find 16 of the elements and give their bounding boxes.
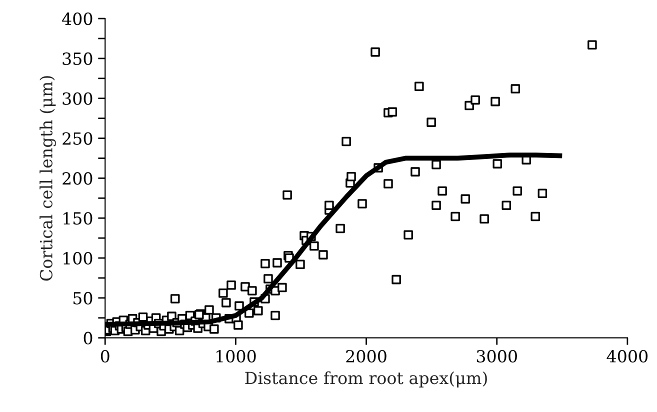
y-tick-label: 100 <box>64 252 92 265</box>
x-axis-title: Distance from root apex(μm) <box>245 371 487 388</box>
y-tick-label: 400 <box>62 12 92 26</box>
x-tick-label: 2000 <box>346 350 386 363</box>
x-tick-label: 4000 <box>606 350 648 363</box>
y-tick-label: 0 <box>84 332 92 344</box>
y-axis-title: Cortical cell length (μm) <box>40 76 56 281</box>
x-tick-label: 1000 <box>216 350 256 363</box>
y-tick-label: 150 <box>64 212 92 225</box>
y-tick-label: 50 <box>74 292 92 304</box>
y-tick-label: 350 <box>62 52 92 66</box>
x-tick-label: 0 <box>100 350 110 363</box>
y-tick-label: 250 <box>62 132 92 145</box>
x-tick-label: 3000 <box>476 350 517 363</box>
y-tick-label: 300 <box>62 92 92 105</box>
y-tick-label: 200 <box>62 172 92 185</box>
